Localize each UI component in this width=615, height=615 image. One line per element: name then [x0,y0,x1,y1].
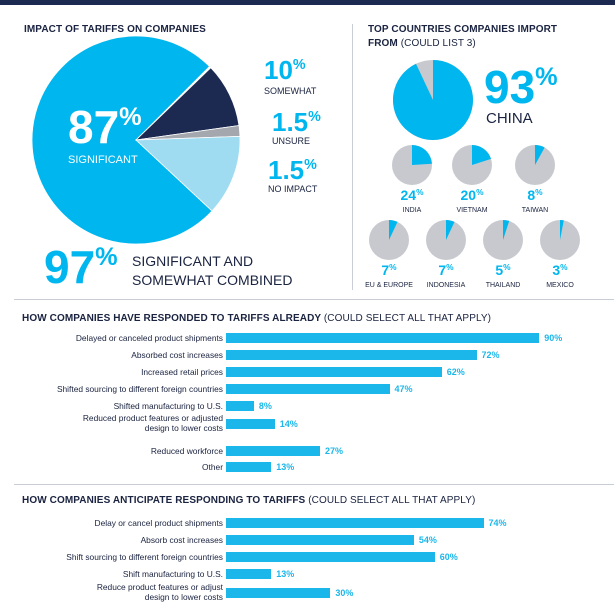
india-pie-share [412,145,432,165]
responded-bar-value: 8% [258,401,272,411]
responded-bar-value: 13% [276,462,295,472]
responded-bar-label: Reduced product features or adjusted desi… [82,413,223,433]
responded-bar [226,462,272,472]
mexico-percent: 3% [552,262,568,278]
responded-bar [226,419,275,429]
vietnam-percent: 20% [460,187,484,203]
impact-slice-significant [31,35,213,245]
vietnam-label: VIETNAM [456,207,488,214]
impact-slice-no-impact [135,135,241,212]
responded-bar [226,446,320,456]
china-percent: 93% [484,61,558,113]
responded-bar [226,401,254,411]
anticipate-bar [226,588,331,598]
unsure-percent: 1.5% [272,107,321,137]
responded-bar [226,367,442,377]
responded-bar-value: 27% [324,446,343,456]
responded-bar-label: Increased retail prices [141,367,223,377]
countries-title-line2: FROM (COULD LIST 3) [368,38,476,49]
anticipate-bar [226,535,414,545]
responded-bar-label: Reduced workforce [150,446,223,456]
combined-percent: 97% [44,241,118,293]
no-impact-percent: 1.5% [268,155,317,185]
responded-bar-value: 14% [279,419,298,429]
anticipate-bar [226,569,272,579]
unsure-label: UNSURE [272,136,311,146]
section-divider-1 [14,299,614,300]
combined-label-line1: SIGNIFICANT AND [132,253,254,269]
india-label: INDIA [402,207,422,214]
significant-label: SIGNIFICANT [68,154,138,166]
responded-bar-label: Shifted manufacturing to U.S. [113,401,223,411]
mexico-label: MEXICO [546,282,574,289]
section-divider-2 [14,484,614,485]
responded-bar-value: 72% [481,350,500,360]
anticipate-bar [226,552,435,562]
indonesia-pie-share [446,220,455,240]
eu-europe-percent: 7% [381,262,397,278]
responded-bar-value: 90% [544,333,563,343]
china-label: CHINA [486,110,533,127]
china-pie-share [393,60,474,140]
eu-europe-pie-share [389,220,398,240]
vietnam-pie-share [472,145,492,165]
india-percent: 24% [400,187,424,203]
anticipate-bar-label: Reduce product features or adjust design … [96,582,223,602]
anticipate-bar [226,518,484,528]
responded-bar-value: 47% [394,384,413,394]
somewhat-percent: 10% [264,55,306,85]
indonesia-percent: 7% [438,262,454,278]
anticipate-bar-value: 60% [439,552,458,562]
thailand-pie-share [503,220,510,240]
responded-bar-label: Other [202,462,223,472]
responded-bar [226,333,540,343]
thailand-label: THAILAND [485,282,521,289]
significant-percent: 87% [68,101,142,153]
responded-bar-value: 62% [446,367,465,377]
anticipate-bar-label: Delay or cancel product shipments [94,518,223,528]
anticipate-title: HOW COMPANIES ANTICIPATE RESPONDING TO T… [22,495,476,506]
responded-bar [226,384,390,394]
vertical-divider [352,24,353,290]
mexico-pie-share [560,220,564,240]
responded-bar-label: Absorbed cost increases [131,350,223,360]
responded-bar [226,350,477,360]
responded-bar-label: Delayed or canceled product shipments [75,333,223,343]
countries-title: TOP COUNTRIES COMPANIES IMPORT [368,24,558,35]
top-banner-bar [0,0,615,5]
indonesia-label: INDONESIA [426,282,466,289]
impact-title: IMPACT OF TARIFFS ON COMPANIES [24,24,206,35]
anticipate-bar-label: Shift sourcing to different foreign coun… [66,552,223,562]
taiwan-pie-share [535,144,545,165]
thailand-percent: 5% [495,262,511,278]
somewhat-label: SOMEWHAT [264,86,317,96]
anticipate-bar-label: Shift manufacturing to U.S. [122,569,223,579]
combined-label-line2: SOMEWHAT COMBINED [132,272,293,288]
taiwan-label: TAIWAN [521,207,549,214]
anticipate-bar-value: 54% [418,535,437,545]
responded-bar-label: Shifted sourcing to different foreign co… [56,384,223,394]
anticipate-bar-value: 30% [335,588,354,598]
taiwan-percent: 8% [527,187,543,203]
eu-europe-label: EU & EUROPE [365,282,413,289]
responded-title: HOW COMPANIES HAVE RESPONDED TO TARIFFS … [22,313,492,324]
anticipate-bar-label: Absorb cost increases [140,535,223,545]
no-impact-label: NO IMPACT [268,184,318,194]
anticipate-bar-value: 13% [276,569,295,579]
anticipate-bar-value: 74% [488,518,507,528]
